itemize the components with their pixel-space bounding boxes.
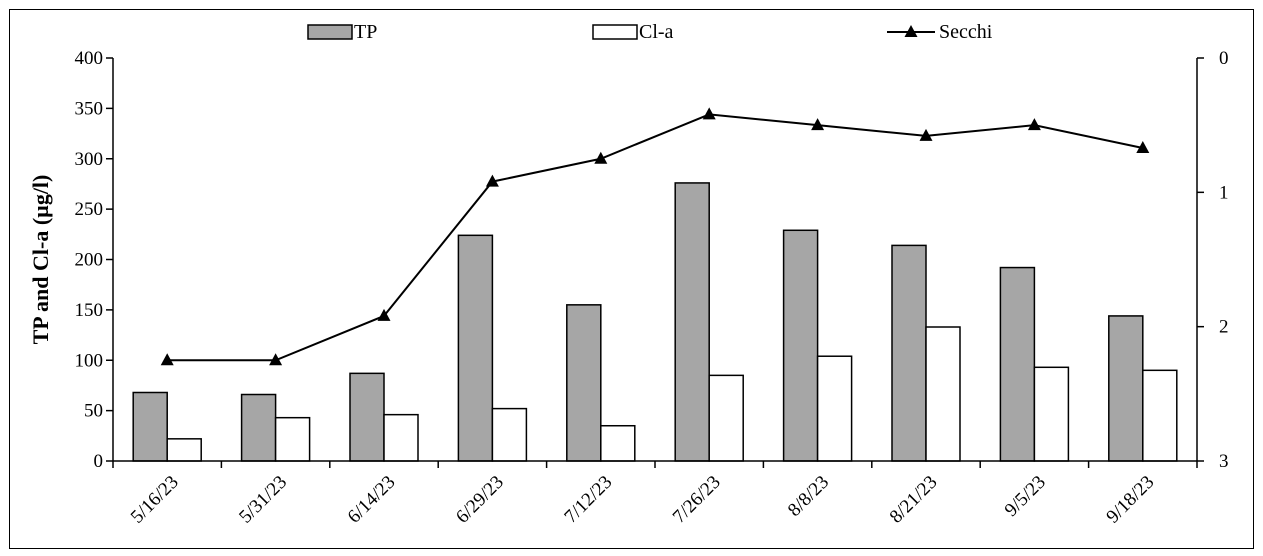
x-tick-label-2: 6/14/23: [344, 472, 400, 528]
y-axis-title: TP and Cl-a (µg/l): [28, 175, 53, 345]
legend-label-secchi: Secchi: [939, 21, 993, 43]
x-tick-label-9: 9/18/23: [1102, 472, 1158, 528]
right-tick-label-0: 0: [1219, 48, 1229, 69]
bar-cl-a-0: [166, 438, 202, 462]
x-tick-label-8: 9/5/23: [1001, 472, 1050, 521]
left-tick-label-4: 200: [75, 250, 104, 271]
point-secchi-3: [485, 174, 499, 187]
bar-tp-5: [674, 182, 710, 462]
bar-tp-1: [240, 393, 277, 462]
left-tick-label-8: 400: [75, 48, 104, 69]
bar-cl-a-7: [925, 326, 961, 462]
x-tick-label-0: 5/16/23: [127, 472, 183, 528]
bar-cl-a-6: [816, 355, 853, 462]
bar-tp-6: [782, 229, 819, 462]
left-tick-label-2: 100: [75, 350, 104, 371]
right-tick-label-3: 3: [1219, 451, 1229, 472]
left-tick-label-3: 150: [75, 300, 104, 321]
x-tick-label-1: 5/31/23: [235, 472, 291, 528]
bar-cl-a-4: [600, 424, 636, 462]
bar-tp-0: [132, 391, 168, 462]
point-secchi-1: [269, 353, 283, 366]
right-tick-label-2: 2: [1219, 317, 1229, 338]
bar-cl-a-1: [274, 416, 311, 462]
left-tick-label-7: 350: [75, 98, 104, 119]
bar-tp-8: [999, 266, 1036, 462]
x-tick-label-7: 8/21/23: [886, 472, 942, 528]
x-tick-label-6: 8/8/23: [784, 472, 833, 521]
right-tick-label-1: 1: [1219, 182, 1229, 203]
bar-cl-a-5: [708, 374, 744, 462]
chart-frame: 0 50 100 150 200 250 300 350 400 0 1 2 3 5/16/23 5/31/…: [9, 9, 1254, 549]
legend-label-tp: TP: [354, 21, 377, 43]
point-secchi-9: [1136, 141, 1150, 154]
legend-label-cl-a: Cl-a: [639, 21, 674, 43]
left-tick-label-0: 0: [94, 451, 104, 472]
bar-cl-a-3: [491, 407, 528, 462]
point-secchi-7: [919, 128, 933, 141]
left-tick-label-1: 50: [84, 401, 103, 422]
x-tick-label-3: 6/29/23: [452, 472, 508, 528]
line-secchi: [167, 113, 1144, 362]
bar-tp-2: [349, 372, 385, 462]
point-secchi-0: [160, 353, 174, 366]
bar-tp-9: [1108, 315, 1144, 462]
bar-tp-7: [891, 244, 927, 462]
x-tick-label-5: 7/26/23: [669, 472, 725, 528]
left-tick-label-6: 300: [75, 149, 104, 170]
left-tick-label-5: 250: [75, 199, 104, 220]
point-secchi-6: [811, 118, 825, 131]
chart: 0 50 100 150 200 250 300 350 400 0 1 2 3 5/16/23 5/31/…: [28, 21, 1229, 528]
legend-marker-secchi: [904, 25, 918, 37]
point-secchi-2: [377, 308, 391, 321]
point-secchi-5: [702, 107, 716, 120]
bar-cl-a-9: [1142, 369, 1178, 462]
point-secchi-4: [594, 151, 608, 164]
bar-cl-a-8: [1033, 366, 1070, 462]
bar-tp-3: [457, 234, 494, 462]
point-secchi-8: [1027, 118, 1041, 131]
legend-swatch-cl-a: [592, 24, 638, 40]
bar-cl-a-2: [383, 413, 419, 462]
bar-tp-4: [566, 304, 602, 462]
x-tick-label-4: 7/12/23: [560, 472, 616, 528]
legend-swatch-tp: [307, 24, 353, 40]
